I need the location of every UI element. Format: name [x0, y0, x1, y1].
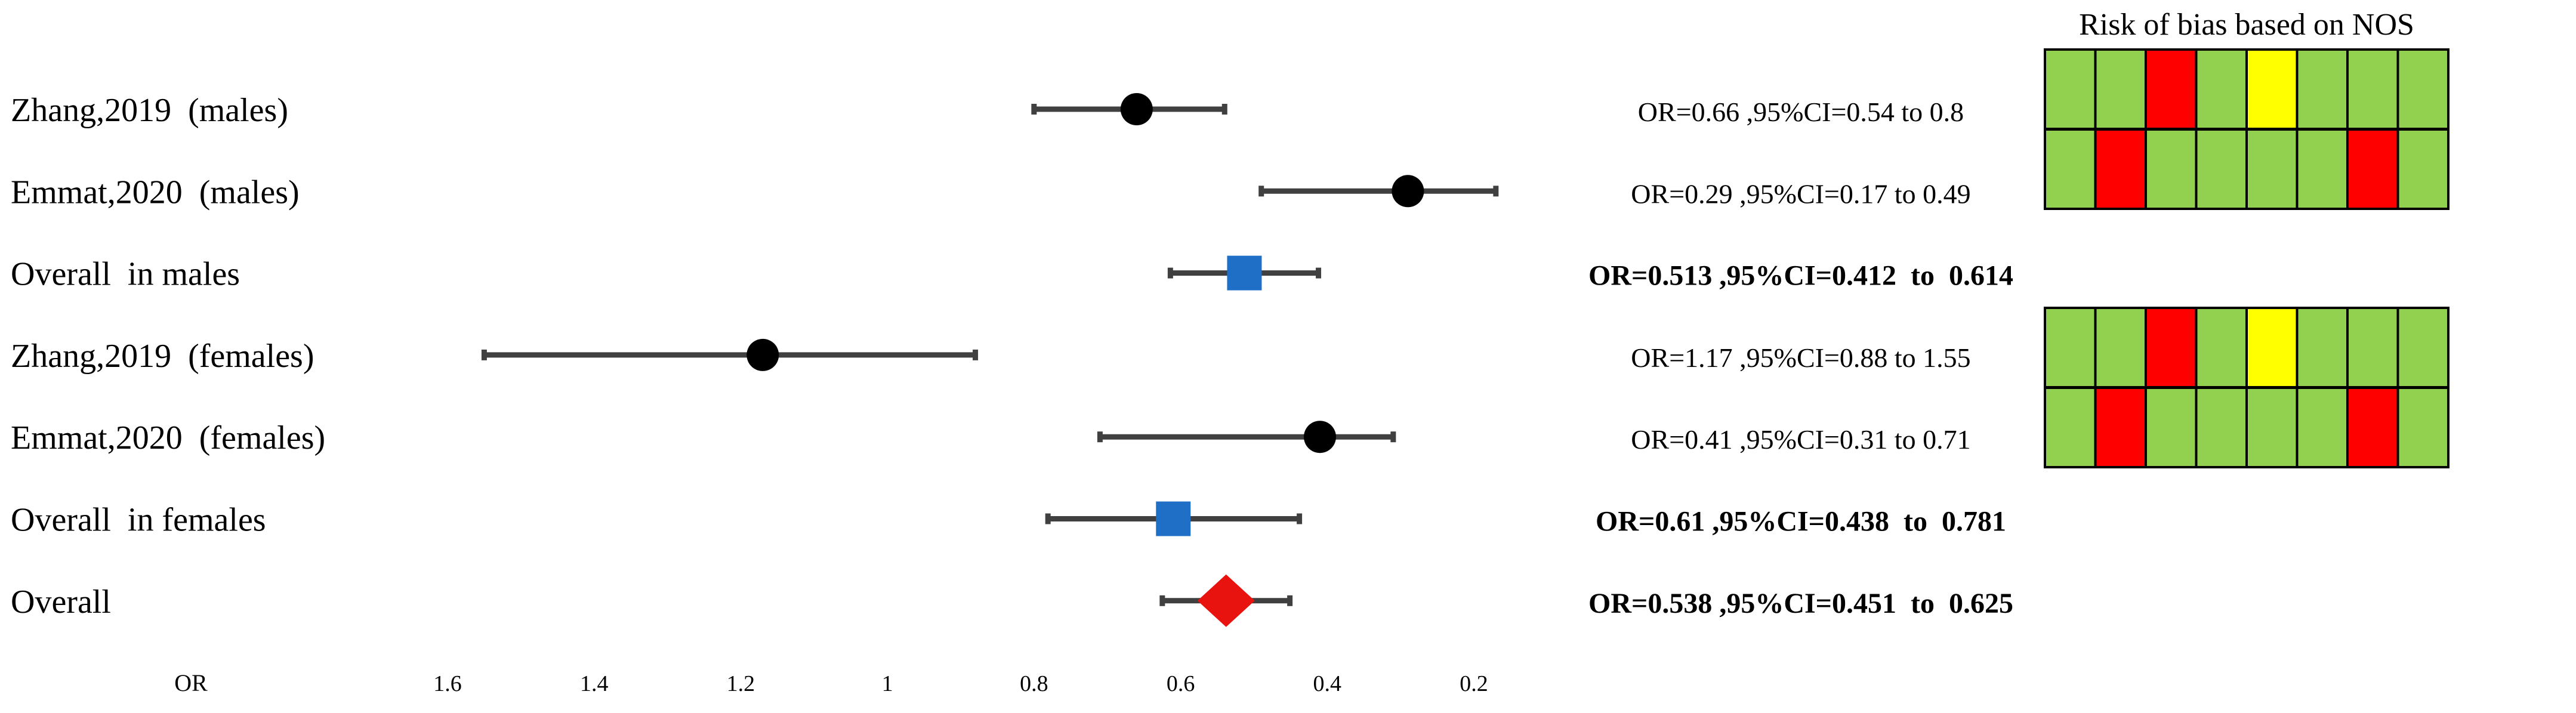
- rob-cell: [2195, 307, 2248, 388]
- rob-cell: [2245, 307, 2299, 388]
- x-tick-label: 1.4: [580, 671, 609, 696]
- pooled-estimate: [1156, 501, 1191, 536]
- study-label: Zhang,2019 (females): [11, 338, 314, 375]
- x-tick-label: 0.4: [1313, 671, 1342, 696]
- rob-cell: [2346, 307, 2399, 388]
- point-estimate: [746, 338, 779, 371]
- or-ci-text: OR=0.41 ,95%CI=0.31 to 0.71: [1631, 424, 1970, 455]
- rob-cell: [2245, 48, 2299, 130]
- or-ci-text: OR=0.513 ,95%CI=0.412 to 0.614: [1588, 260, 2013, 292]
- rob-cell: [2094, 387, 2147, 468]
- study-label: Overall in males: [11, 256, 240, 293]
- risk-of-bias-grid: Risk of bias based on NOS: [2044, 8, 2449, 468]
- rob-cell: [2044, 307, 2097, 388]
- x-axis: OR 1.6 1.4 1.2 1 0.8 0.6 0.4 0.2: [174, 669, 1488, 696]
- rob-cell: [2044, 48, 2097, 130]
- study-label: Emmat,2020 (males): [11, 174, 300, 211]
- rob-cell: [2245, 387, 2299, 468]
- rob-cell: [2396, 387, 2449, 468]
- x-tick-label: 1.2: [727, 671, 755, 696]
- or-ci-text: OR=0.61 ,95%CI=0.438 to 0.781: [1596, 506, 2006, 538]
- x-axis-label: OR: [174, 669, 208, 696]
- study-label: Zhang,2019 (males): [11, 92, 288, 129]
- point-estimate: [1392, 175, 1424, 208]
- rob-cell: [2296, 387, 2349, 468]
- rob-cell: [2044, 128, 2097, 210]
- or-ci-text: OR=1.17 ,95%CI=0.88 to 1.55: [1631, 342, 1970, 373]
- x-tick-label: 0.8: [1020, 671, 1048, 696]
- effect-marks: [481, 93, 1499, 627]
- rob-cell: [2145, 128, 2198, 210]
- rob-cell: [2296, 307, 2349, 388]
- rob-cell: [2396, 128, 2449, 210]
- study-label: Overall in females: [11, 502, 266, 539]
- rob-cell: [2396, 48, 2449, 130]
- rob-cell: [2195, 128, 2248, 210]
- study-labels: Zhang,2019 (males) Emmat,2020 (males) Over…: [11, 92, 325, 621]
- study-label: Overall: [11, 584, 111, 621]
- rob-cell: [2145, 48, 2198, 130]
- point-estimate: [1120, 93, 1153, 125]
- rob-cell: [2396, 307, 2449, 388]
- x-tick-label: 0.6: [1167, 671, 1195, 696]
- or-ci-texts: OR=0.66 ,95%CI=0.54 to 0.8 OR=0.29 ,95%CI…: [1588, 97, 2013, 619]
- rob-cell: [2195, 387, 2248, 468]
- x-tick-label: 1: [882, 671, 893, 696]
- x-tick-label: 1.6: [433, 671, 462, 696]
- point-estimate: [1304, 421, 1336, 453]
- rob-cell: [2346, 128, 2399, 210]
- pooled-estimate: [1227, 255, 1262, 291]
- or-ci-text: OR=0.538 ,95%CI=0.451 to 0.625: [1588, 588, 2013, 619]
- overall-estimate: [1197, 574, 1255, 627]
- rob-cell: [2044, 387, 2097, 468]
- rob-cell: [2145, 387, 2198, 468]
- rob-cell: [2094, 307, 2147, 388]
- rob-cell: [2245, 128, 2299, 210]
- x-tick-label: 0.2: [1460, 671, 1488, 696]
- rob-cell: [2346, 48, 2399, 130]
- study-label: Emmat,2020 (females): [11, 419, 325, 456]
- rob-cell: [2346, 387, 2399, 468]
- or-ci-text: OR=0.29 ,95%CI=0.17 to 0.49: [1631, 178, 1970, 209]
- rob-cell: [2296, 128, 2349, 210]
- rob-cell: [2094, 128, 2147, 210]
- or-ci-text: OR=0.66 ,95%CI=0.54 to 0.8: [1638, 97, 1964, 127]
- risk-of-bias-title: Risk of bias based on NOS: [2079, 8, 2414, 42]
- rob-cell: [2195, 48, 2248, 130]
- rob-cell: [2296, 48, 2349, 130]
- rob-cell: [2145, 307, 2198, 388]
- rob-cell: [2094, 48, 2147, 130]
